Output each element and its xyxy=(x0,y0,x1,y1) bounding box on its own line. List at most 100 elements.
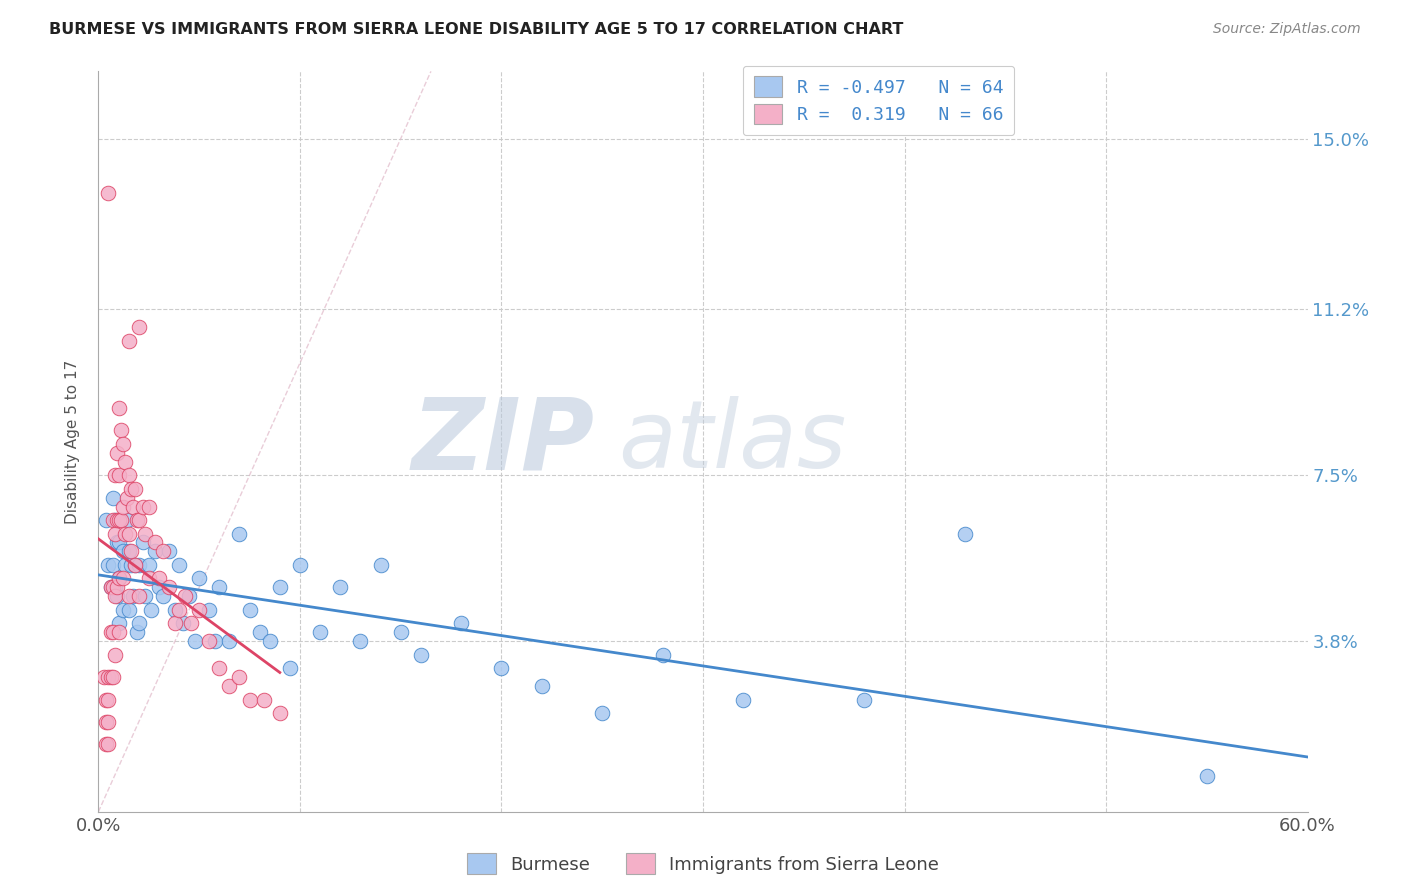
Point xyxy=(228,526,250,541)
Point xyxy=(152,544,174,558)
Point xyxy=(118,526,141,541)
Point xyxy=(110,423,132,437)
Point xyxy=(733,692,755,706)
Legend: Burmese, Immigrants from Sierra Leone: Burmese, Immigrants from Sierra Leone xyxy=(460,846,946,881)
Point xyxy=(530,679,553,693)
Point xyxy=(103,590,125,604)
Point xyxy=(239,603,262,617)
Point xyxy=(103,648,125,662)
Point xyxy=(134,590,156,604)
Point xyxy=(188,571,211,585)
Point xyxy=(163,616,186,631)
Point xyxy=(179,590,201,604)
Point xyxy=(105,513,128,527)
Point xyxy=(105,535,128,549)
Point xyxy=(174,590,197,604)
Y-axis label: Disability Age 5 to 17: Disability Age 5 to 17 xyxy=(65,359,80,524)
Point xyxy=(128,513,150,527)
Point xyxy=(389,625,412,640)
Point xyxy=(157,580,180,594)
Point xyxy=(249,625,271,640)
Point xyxy=(101,670,124,684)
Point xyxy=(97,558,120,572)
Point xyxy=(114,455,136,469)
Text: ZIP: ZIP xyxy=(411,393,595,490)
Point xyxy=(97,186,120,200)
Point xyxy=(96,692,118,706)
Point xyxy=(128,616,150,631)
Point xyxy=(157,544,180,558)
Point xyxy=(115,491,138,505)
Point xyxy=(107,571,129,585)
Point xyxy=(96,738,118,752)
Text: Source: ZipAtlas.com: Source: ZipAtlas.com xyxy=(1213,22,1361,37)
Point xyxy=(134,526,156,541)
Legend: R = -0.497   N = 64, R =  0.319   N = 66: R = -0.497 N = 64, R = 0.319 N = 66 xyxy=(742,66,1014,136)
Point xyxy=(115,513,138,527)
Point xyxy=(107,625,129,640)
Point xyxy=(218,634,240,648)
Point xyxy=(101,558,124,572)
Point xyxy=(121,500,143,514)
Point xyxy=(101,625,124,640)
Point xyxy=(100,670,122,684)
Point xyxy=(591,706,613,720)
Point xyxy=(180,616,202,631)
Point xyxy=(114,526,136,541)
Point xyxy=(491,661,513,675)
Point xyxy=(118,334,141,348)
Point xyxy=(198,634,221,648)
Point xyxy=(208,580,231,594)
Point xyxy=(103,513,125,527)
Point xyxy=(107,401,129,415)
Point xyxy=(239,692,262,706)
Point xyxy=(152,590,174,604)
Point xyxy=(329,580,352,594)
Point xyxy=(107,513,129,527)
Point xyxy=(143,544,166,558)
Point xyxy=(139,603,162,617)
Point xyxy=(953,526,976,541)
Point xyxy=(105,580,128,594)
Point xyxy=(101,580,124,594)
Point xyxy=(101,513,124,527)
Point xyxy=(110,513,132,527)
Point xyxy=(172,616,194,631)
Point xyxy=(118,603,141,617)
Point xyxy=(118,544,141,558)
Point xyxy=(143,535,166,549)
Point xyxy=(111,437,134,451)
Point xyxy=(96,714,118,729)
Point xyxy=(111,603,134,617)
Point xyxy=(128,590,150,604)
Point xyxy=(107,571,129,585)
Point xyxy=(100,580,122,594)
Point xyxy=(93,670,115,684)
Point xyxy=(204,634,226,648)
Point xyxy=(259,634,281,648)
Point xyxy=(120,544,142,558)
Point xyxy=(132,535,155,549)
Point xyxy=(121,590,143,604)
Point xyxy=(101,491,124,505)
Point xyxy=(128,558,150,572)
Point xyxy=(370,558,392,572)
Point xyxy=(651,648,673,662)
Point xyxy=(167,558,190,572)
Point xyxy=(105,590,128,604)
Point xyxy=(120,558,142,572)
Point xyxy=(111,500,134,514)
Point xyxy=(103,526,125,541)
Point xyxy=(103,468,125,483)
Point xyxy=(132,500,155,514)
Point xyxy=(100,580,122,594)
Point xyxy=(105,446,128,460)
Point xyxy=(111,571,134,585)
Text: BURMESE VS IMMIGRANTS FROM SIERRA LEONE DISABILITY AGE 5 TO 17 CORRELATION CHART: BURMESE VS IMMIGRANTS FROM SIERRA LEONE … xyxy=(49,22,904,37)
Point xyxy=(349,634,371,648)
Point xyxy=(208,661,231,675)
Point xyxy=(163,603,186,617)
Point xyxy=(118,590,141,604)
Point xyxy=(97,738,120,752)
Point xyxy=(107,616,129,631)
